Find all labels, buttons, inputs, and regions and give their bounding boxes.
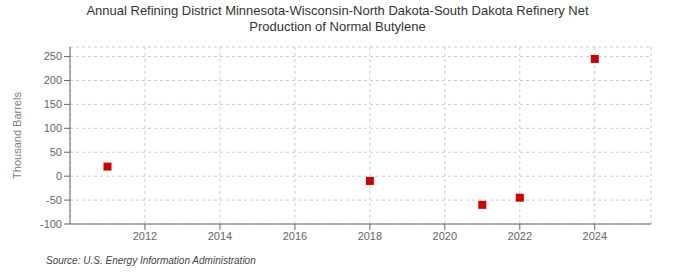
svg-text:2016: 2016 xyxy=(283,230,307,242)
svg-text:0: 0 xyxy=(56,170,62,182)
svg-text:2018: 2018 xyxy=(358,230,382,242)
svg-text:200: 200 xyxy=(44,74,62,86)
svg-text:250: 250 xyxy=(44,50,62,62)
svg-text:2022: 2022 xyxy=(508,230,532,242)
svg-text:2024: 2024 xyxy=(583,230,607,242)
svg-text:-100: -100 xyxy=(40,218,62,230)
svg-text:100: 100 xyxy=(44,122,62,134)
svg-text:2012: 2012 xyxy=(133,230,157,242)
svg-text:2014: 2014 xyxy=(208,230,232,242)
svg-text:2020: 2020 xyxy=(433,230,457,242)
svg-text:50: 50 xyxy=(50,146,62,158)
html-text:Source: U.S. Energy Informatio: Source: U.S. Energy Information Administ… xyxy=(46,255,256,266)
html-text:Production of Normal Butylene: Production of Normal Butylene xyxy=(249,19,426,34)
html-text:Annual Refining District Minne: Annual Refining District Minnesota-Wisco… xyxy=(86,3,589,18)
svg-text:-50: -50 xyxy=(46,194,62,206)
svg-text:150: 150 xyxy=(44,98,62,110)
svg-text:Thousand Barrels: Thousand Barrels xyxy=(11,92,23,179)
